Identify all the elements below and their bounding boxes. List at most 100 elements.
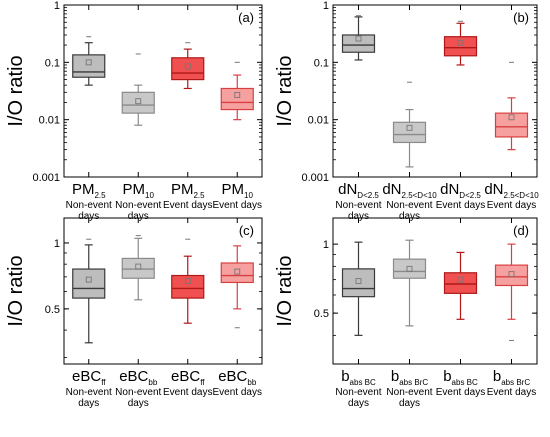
x-label-sub: 2.5 — [193, 191, 205, 200]
x-group-label: days — [348, 398, 369, 409]
box-iqr — [171, 274, 205, 299]
x-label: PM10 — [123, 181, 155, 200]
x-group-label: days — [78, 211, 99, 222]
box-iqr — [341, 268, 376, 298]
x-label-sub: abs BrC — [501, 378, 530, 387]
x-group-label: Event days — [487, 387, 536, 398]
x-label: babs BC — [341, 368, 376, 387]
x-group-label: days — [399, 211, 420, 222]
x-label-sub: 10 — [244, 191, 253, 200]
x-label-main: b — [391, 368, 399, 385]
y-tick-label: 0.5 — [314, 308, 329, 320]
box-iqr — [443, 36, 478, 57]
x-group-label: Event days — [436, 387, 485, 398]
x-group-label: Non-event — [115, 387, 161, 398]
x-label-main: b — [341, 368, 349, 385]
x-group-label: Event days — [163, 387, 212, 398]
box-iqr — [220, 262, 254, 284]
x-label-main: dN — [440, 181, 459, 198]
y-tick-label: 0.001 — [32, 172, 60, 184]
x-label: babs BrC — [391, 368, 428, 387]
y-tick-label: 1 — [54, 0, 60, 12]
x-label-main: b — [493, 368, 501, 385]
x-label: PM10 — [222, 181, 254, 200]
x-label-main: PM — [123, 181, 146, 198]
mean-marker — [406, 265, 413, 272]
x-group-label: Non-event — [66, 387, 112, 398]
y-tick-label: 0.01 — [308, 115, 329, 127]
mean-marker — [457, 276, 464, 283]
x-label: eBCbb — [218, 368, 257, 387]
mean-marker — [508, 114, 515, 121]
x-group-label: Non-event — [386, 200, 432, 211]
box-iqr — [494, 112, 529, 138]
y-tick-label: 0.01 — [39, 115, 60, 127]
x-label-main: dN — [484, 181, 503, 198]
x-label-sub: D<2.5 — [357, 191, 379, 200]
x-label: babs BrC — [493, 368, 530, 387]
y-tick-label: 0.001 — [301, 172, 329, 184]
x-group-label: Event days — [213, 387, 262, 398]
x-group-label: days — [348, 211, 369, 222]
x-label-main: b — [443, 368, 451, 385]
x-label-main: eBC — [218, 368, 247, 385]
mean-marker — [85, 59, 92, 66]
mean-marker — [355, 278, 362, 285]
x-label-sub: 10 — [145, 191, 154, 200]
mean-marker — [85, 276, 92, 283]
x-label-sub: abs BC — [452, 378, 478, 387]
mean-marker — [508, 271, 515, 278]
x-group-label: days — [128, 211, 149, 222]
plot-frame — [332, 217, 538, 365]
x-label: eBCff — [171, 368, 205, 387]
plot-frame — [63, 217, 263, 365]
box-iqr — [72, 268, 106, 299]
y-axis-label: I/O ratio — [274, 255, 296, 326]
x-label: PM2.5 — [72, 181, 106, 200]
y-tick-label: 0.1 — [314, 57, 329, 69]
mean-marker — [234, 91, 241, 98]
x-label-sub: ff — [200, 378, 205, 387]
y-tick-label: 1 — [323, 0, 329, 12]
box-iqr — [72, 54, 106, 78]
box-iqr — [443, 272, 478, 294]
x-label: dN2.5<D<10 — [484, 181, 539, 200]
y-tick-label: 0.5 — [45, 304, 60, 316]
mean-marker — [184, 63, 191, 70]
x-label: eBCff — [72, 368, 106, 387]
box-iqr — [121, 91, 155, 114]
mean-marker — [135, 263, 142, 270]
plot-frame — [332, 4, 538, 178]
mean-marker — [457, 39, 464, 46]
mean-marker — [406, 124, 413, 131]
x-label: babs BC — [443, 368, 478, 387]
mean-marker — [184, 278, 191, 284]
x-group-label: Non-event — [115, 200, 161, 211]
mean-marker — [135, 98, 142, 105]
panel-label: (a) — [238, 10, 254, 25]
x-label-sub: 2.5 — [94, 191, 106, 200]
x-group-label: days — [128, 398, 149, 409]
box-iqr — [341, 34, 376, 53]
x-label: dND<2.5 — [440, 181, 481, 200]
y-axis-label: I/O ratio — [5, 255, 27, 326]
x-label-main: eBC — [119, 368, 148, 385]
y-tick-label: 1 — [323, 239, 329, 251]
x-group-label: Non-event — [335, 387, 381, 398]
x-label-sub: abs BrC — [399, 378, 428, 387]
y-axis-label: I/O ratio — [5, 55, 27, 126]
x-label: PM2.5 — [171, 181, 205, 200]
